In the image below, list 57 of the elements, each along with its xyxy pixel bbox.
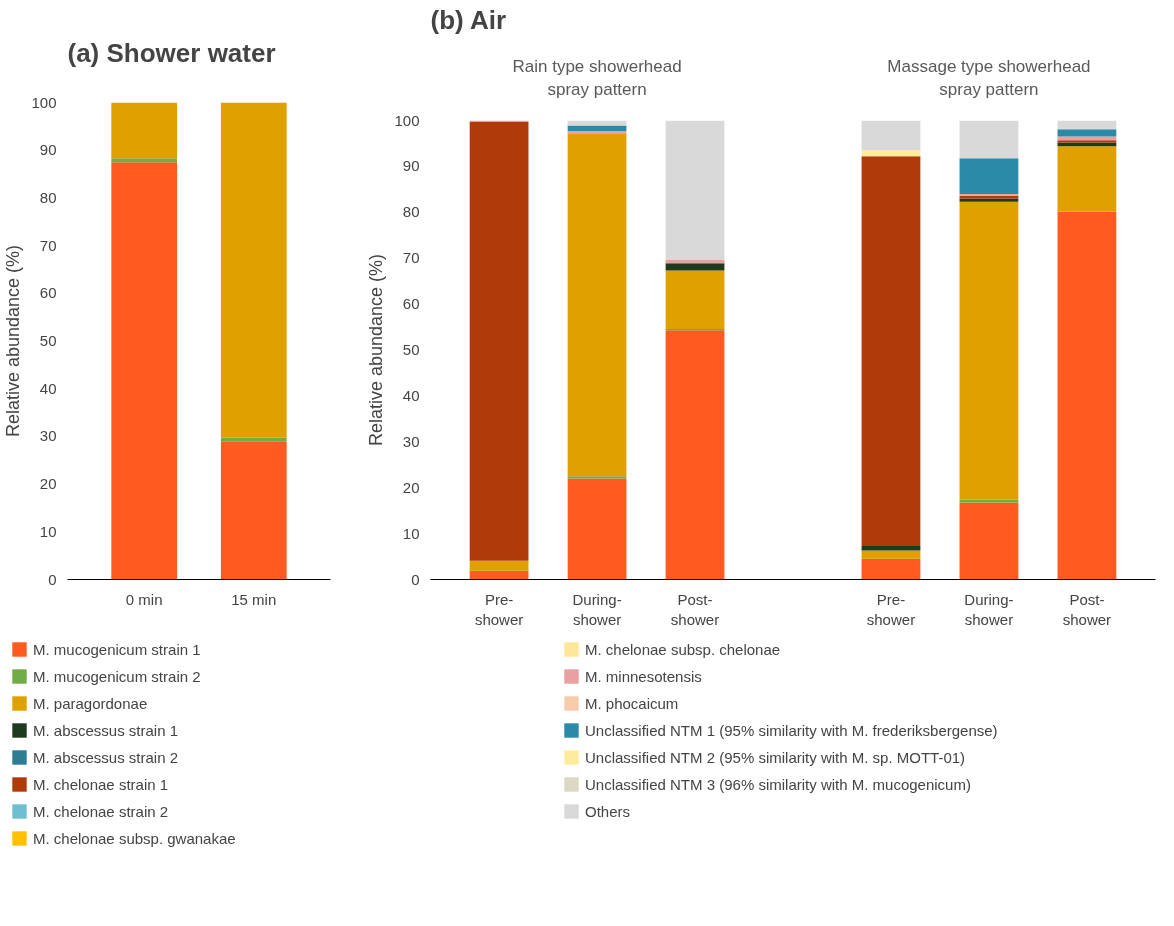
bar [220,437,287,442]
legend-label: M. abscessus strain 2 [33,748,180,766]
chart-title: (b) Air [430,4,507,35]
bar [220,102,287,438]
text: Rain type showerhead spray pattern [512,57,682,100]
y-axis-title: Relative abundance (%) [3,244,24,438]
x-tick-label: During-shower [964,590,1014,628]
chart-title: (a) Shower water [67,37,276,68]
y-tick-label: 10 [402,524,420,542]
y-tick-label: 80 [39,188,57,206]
legend-label: M. chelonae subsp. gwanakae [33,829,237,847]
legend-label: M. chelonae subsp. chelonae [585,640,782,658]
y-tick-label: 10 [39,522,57,540]
x-tick-label: Pre-shower [474,590,524,628]
y-tick-label: 90 [402,157,420,175]
text: Massage type showerhead spray pattern [887,57,1091,100]
y-tick-label: 50 [39,332,57,349]
x-tick-label: Post-shower [670,590,720,628]
y-tick-label: 70 [402,249,420,267]
x-tick-label: During-shower [572,590,622,628]
x-tick-label: Pre-shower [866,590,916,628]
x-tick-label: 0 min [125,590,163,608]
y-tick-label: 50 [402,341,420,358]
y-tick-label: 60 [39,284,57,302]
x-tick-label: Post-shower [1062,590,1112,628]
legend-label: M. minnesotensis [585,667,703,685]
y-tick-label: 40 [402,386,420,404]
legend-label: M. abscessus strain 1 [33,721,180,739]
y-tick-label: 0 [411,570,420,588]
legend-label: Others [585,802,631,820]
y-tick-label: 80 [402,203,420,221]
y-tick-label: 20 [39,475,57,493]
legend-label: M. mucogenicum strain 2 [33,667,202,685]
y-axis-title: Relative abundance (%) [366,253,387,447]
legend-label: M. chelonae strain 2 [33,802,170,820]
legend-label: M. chelonae strain 1 [33,775,170,793]
legend-label: Unclassified NTM 1 (95% similarity with M. frederiksbergense) [585,721,999,739]
y-tick-label: 100 [394,111,420,129]
legend-label: M. paragordonae [33,694,149,712]
y-tick-label: 30 [402,432,420,450]
y-tick-label: 20 [402,478,420,496]
bar [111,158,178,163]
y-tick-label: 30 [39,427,57,445]
x-tick-label: 15 min [231,590,277,608]
bar [220,441,287,580]
legend-label: M. phocaicum [585,694,680,712]
bar [111,102,178,159]
y-tick-label: 90 [39,141,57,159]
legend-label: Unclassified NTM 3 (96% similarity with M. mucogenicum) [585,775,972,793]
y-tick-label: 60 [402,295,420,313]
legend-label: M. mucogenicum strain 1 [33,640,202,658]
y-tick-label: 100 [31,93,57,111]
bar [111,162,178,580]
legend-label: Unclassified NTM 2 (95% similarity with M. sp. MOTT-01) [585,748,967,766]
y-tick-label: 40 [39,379,57,397]
y-tick-label: 0 [48,570,57,588]
y-tick-label: 70 [39,236,57,254]
